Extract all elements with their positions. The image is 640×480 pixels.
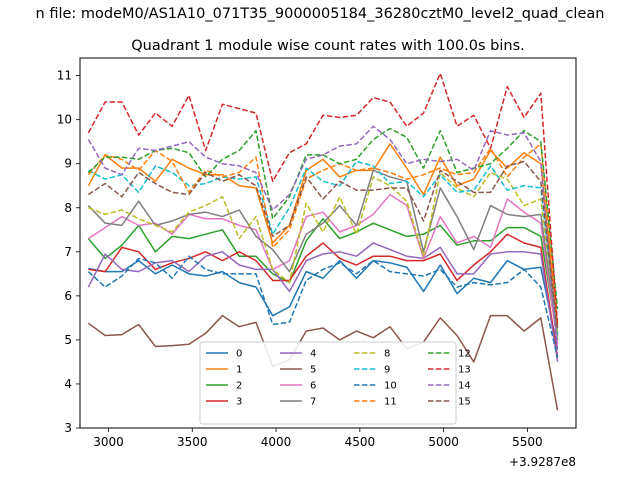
legend-label-9: 9: [384, 365, 390, 376]
series-line-3: [88, 233, 559, 358]
series-line-11: [87, 143, 559, 323]
x-axis: 3000 3500 4000 4500 5000 5500: [93, 428, 543, 449]
legend-box: [199, 341, 457, 425]
legend-label-6: 6: [310, 381, 316, 392]
x-tick-label: 4500: [345, 435, 376, 449]
y-axis: 3 4 5 6 7 8 9 10 11: [57, 69, 80, 435]
legend-label-1: 1: [236, 365, 242, 376]
y-tick-label: 8: [64, 201, 72, 215]
series-line-0: [88, 259, 559, 349]
series-line-13: [87, 72, 559, 327]
legend-label-0: 0: [236, 349, 242, 360]
series-line-5: [87, 314, 559, 411]
legend-label-14: 14: [458, 381, 471, 392]
chart-title: Quadrant 1 module wise count rates with …: [131, 38, 525, 54]
series-line-9: [88, 160, 559, 334]
legend-label-11: 11: [384, 397, 397, 408]
series-line-15: [87, 160, 559, 332]
x-tick-label: 5500: [512, 435, 543, 449]
legend-label-5: 5: [310, 365, 316, 376]
series-line-8: [88, 171, 559, 334]
legend-label-8: 8: [384, 349, 390, 360]
y-tick-label: 6: [64, 289, 72, 303]
series-line-6: [87, 193, 559, 345]
y-tick-label: 7: [64, 245, 72, 259]
series-line-14: [87, 125, 559, 354]
legend-label-4: 4: [310, 349, 316, 360]
legend-label-12: 12: [458, 349, 471, 360]
legend-label-15: 15: [458, 397, 471, 408]
series-line-7: [87, 169, 559, 336]
legend-label-7: 7: [310, 397, 316, 408]
legend-label-3: 3: [236, 397, 242, 408]
y-tick-label: 5: [64, 333, 72, 347]
series-line-4: [87, 242, 559, 363]
legend-label-13: 13: [458, 365, 471, 376]
plot-frame: [79, 57, 577, 429]
y-tick-label: 3: [64, 421, 72, 435]
x-tick-label: 5000: [428, 435, 459, 449]
y-tick-label: 11: [57, 69, 72, 83]
series-line-1: [87, 143, 559, 327]
y-tick-label: 10: [57, 113, 72, 127]
legend-label-2: 2: [236, 381, 242, 392]
chart-suptitle: n file: modeM0/AS1A10_071T35_9000005184_…: [36, 6, 605, 22]
legend-label-10: 10: [384, 381, 397, 392]
x-offset-label: +3.9287e8: [509, 455, 576, 469]
plot-lines: [87, 72, 559, 411]
x-tick-label: 3500: [177, 435, 208, 449]
x-tick-label: 4000: [261, 435, 292, 449]
y-tick-label: 9: [64, 157, 72, 171]
x-tick-label: 3000: [93, 435, 124, 449]
series-line-10: [87, 255, 559, 358]
series-line-12: [87, 127, 559, 310]
y-tick-label: 4: [64, 377, 72, 391]
